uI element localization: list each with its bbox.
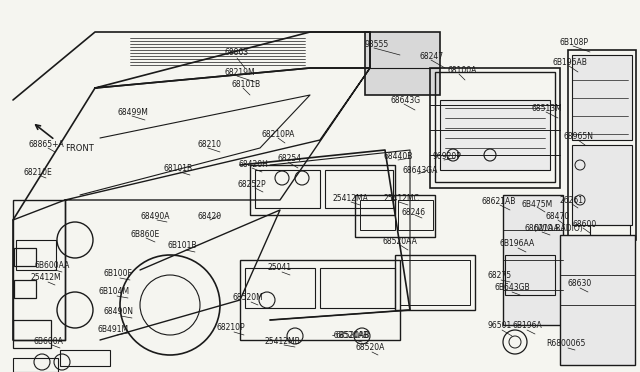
Text: 68252P: 68252P bbox=[237, 180, 266, 189]
Bar bbox=[16, 240, 56, 270]
Bar bbox=[240, 260, 400, 340]
Bar bbox=[250, 165, 395, 215]
Text: 6B491M: 6B491M bbox=[97, 326, 129, 334]
Text: 68219M: 68219M bbox=[225, 67, 255, 77]
Bar bbox=[430, 68, 560, 188]
Text: 68499M: 68499M bbox=[118, 108, 148, 116]
Text: 6B196A: 6B196A bbox=[512, 321, 542, 330]
Text: 98555: 98555 bbox=[365, 39, 389, 48]
Bar bbox=[568, 50, 636, 240]
Bar bbox=[435, 72, 555, 182]
Text: 25412MC: 25412MC bbox=[383, 193, 419, 202]
Bar bbox=[355, 195, 435, 237]
Text: 6B100F: 6B100F bbox=[104, 269, 132, 279]
Bar bbox=[60, 350, 110, 366]
Text: 25041: 25041 bbox=[268, 263, 292, 273]
Bar bbox=[245, 268, 315, 308]
Bar bbox=[360, 200, 395, 230]
Text: 25412MB: 25412MB bbox=[264, 337, 300, 346]
Text: 68520AB: 68520AB bbox=[336, 331, 371, 340]
Text: 96920P: 96920P bbox=[433, 151, 461, 160]
Bar bbox=[560, 235, 635, 365]
Text: 68863: 68863 bbox=[225, 48, 249, 57]
Bar bbox=[572, 145, 632, 225]
Text: 68865+A: 68865+A bbox=[28, 140, 64, 148]
Text: 68101B: 68101B bbox=[163, 164, 193, 173]
Text: 68520M: 68520M bbox=[232, 294, 264, 302]
Text: 68210E: 68210E bbox=[24, 167, 52, 176]
Text: 68275: 68275 bbox=[488, 272, 512, 280]
Text: 68513M: 68513M bbox=[532, 103, 563, 112]
Bar bbox=[398, 200, 433, 230]
Polygon shape bbox=[365, 32, 440, 95]
Bar bbox=[440, 100, 550, 170]
Bar bbox=[14, 280, 36, 298]
Text: 25412MA: 25412MA bbox=[332, 193, 368, 202]
Bar bbox=[395, 255, 475, 310]
Text: 6B600A: 6B600A bbox=[33, 337, 63, 346]
Bar bbox=[13, 320, 51, 348]
Text: (W/O RADIO): (W/O RADIO) bbox=[534, 224, 582, 232]
Text: 6B108P: 6B108P bbox=[559, 38, 589, 46]
Text: 68490N: 68490N bbox=[103, 308, 133, 317]
Text: 6B101B: 6B101B bbox=[167, 241, 196, 250]
Text: 6B475M: 6B475M bbox=[522, 199, 552, 208]
Bar bbox=[255, 170, 320, 208]
Bar bbox=[325, 170, 393, 208]
Text: 6B196AA: 6B196AA bbox=[499, 240, 534, 248]
Text: 68210PA: 68210PA bbox=[261, 129, 294, 138]
Text: 68420H: 68420H bbox=[238, 160, 268, 169]
Text: 68965N: 68965N bbox=[564, 131, 594, 141]
Text: 68440B: 68440B bbox=[383, 151, 413, 160]
Text: 68210: 68210 bbox=[198, 140, 222, 148]
Text: 68621AB: 68621AB bbox=[482, 196, 516, 205]
Text: 68420: 68420 bbox=[198, 212, 222, 221]
Text: 68600: 68600 bbox=[573, 219, 597, 228]
Bar bbox=[572, 55, 632, 140]
Text: R6800065: R6800065 bbox=[547, 340, 586, 349]
Text: 6B104M: 6B104M bbox=[99, 288, 129, 296]
Text: 68246: 68246 bbox=[402, 208, 426, 217]
Text: 68490A: 68490A bbox=[140, 212, 170, 221]
Text: 68630: 68630 bbox=[568, 279, 592, 289]
Text: -68520AB: -68520AB bbox=[332, 331, 369, 340]
Bar bbox=[13, 200, 65, 340]
Text: 68100A: 68100A bbox=[447, 65, 477, 74]
Bar bbox=[400, 260, 470, 305]
Bar bbox=[505, 255, 555, 295]
Bar bbox=[320, 268, 395, 308]
Text: 6B196AB: 6B196AB bbox=[552, 58, 588, 67]
Text: 68520A: 68520A bbox=[355, 343, 385, 353]
Bar bbox=[503, 195, 563, 325]
Text: 68210P: 68210P bbox=[217, 324, 245, 333]
Text: 6B600AA: 6B600AA bbox=[35, 262, 70, 270]
Bar bbox=[13, 358, 58, 372]
Bar bbox=[590, 225, 630, 243]
Text: 68621AA: 68621AA bbox=[525, 224, 559, 232]
Text: 68254: 68254 bbox=[278, 154, 302, 163]
Text: 26261: 26261 bbox=[560, 196, 584, 205]
Text: 68643GA: 68643GA bbox=[403, 166, 438, 174]
Text: 6B860E: 6B860E bbox=[131, 230, 159, 238]
Text: FRONT: FRONT bbox=[65, 144, 93, 153]
Text: 68247: 68247 bbox=[420, 51, 444, 61]
Text: 96501: 96501 bbox=[488, 321, 512, 330]
Text: 25412M: 25412M bbox=[31, 273, 61, 282]
Text: 68520AA: 68520AA bbox=[383, 237, 417, 246]
Text: 68470: 68470 bbox=[546, 212, 570, 221]
Text: 68101B: 68101B bbox=[232, 80, 260, 89]
Bar bbox=[14, 248, 36, 266]
Text: 68643G: 68643G bbox=[391, 96, 421, 105]
Text: 6B643GB: 6B643GB bbox=[494, 283, 530, 292]
